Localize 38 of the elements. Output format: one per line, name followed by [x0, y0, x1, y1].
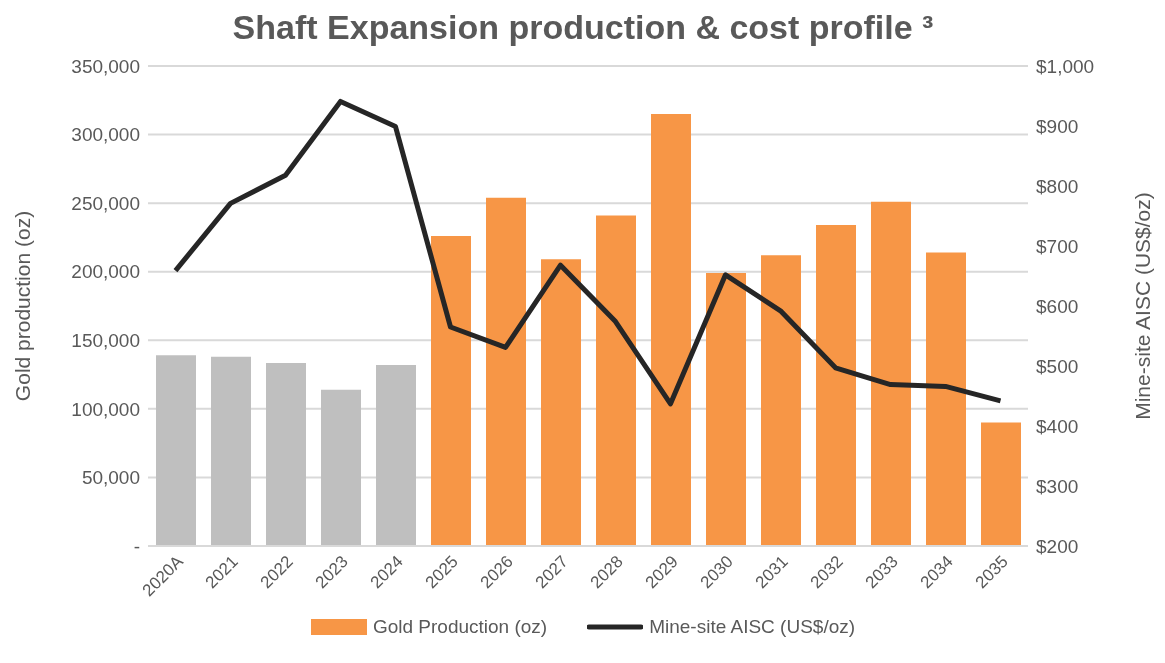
bar: [156, 355, 196, 546]
y2-tick-label: $300: [1036, 475, 1079, 497]
y2-tick-label: $500: [1036, 355, 1079, 377]
y-tick-label: 350,000: [71, 55, 140, 77]
y-tick-label: 250,000: [71, 192, 140, 214]
chart-title: Shaft Expansion production & cost profile ³: [231, 8, 935, 48]
bar: [761, 255, 801, 546]
legend-label: Mine-site AISC (US$/oz): [649, 616, 856, 638]
bar: [376, 364, 416, 546]
bar: [321, 389, 361, 546]
bar: [486, 197, 526, 546]
y2-tick-label: $400: [1036, 415, 1079, 437]
y-tick-label: -: [133, 535, 140, 557]
y2-tick-label: $900: [1036, 115, 1079, 137]
bar: [596, 215, 636, 546]
bar: [211, 356, 251, 546]
legend-label: Gold Production (oz): [372, 616, 548, 638]
bar: [431, 236, 471, 546]
y-tick-label: 200,000: [71, 261, 140, 283]
y2-tick-label: $800: [1036, 175, 1079, 197]
bar: [871, 201, 911, 546]
y-tick-label: 50,000: [81, 467, 140, 489]
bar: [926, 252, 966, 546]
bar: [541, 259, 581, 546]
y2-tick-label: $1,000: [1036, 55, 1095, 77]
y2-axis-title: Mine-site AISC (US$/oz): [1131, 192, 1155, 420]
y-tick-label: 100,000: [71, 398, 140, 420]
bar: [981, 422, 1021, 546]
bar: [816, 225, 856, 546]
y2-tick-label: $600: [1036, 295, 1079, 317]
y2-tick-label: $200: [1036, 535, 1079, 557]
y-tick-label: 300,000: [71, 124, 140, 146]
bar: [266, 362, 306, 546]
bar: [651, 114, 691, 546]
bar: [706, 273, 746, 546]
y-axis-title: Gold production (oz): [11, 210, 35, 402]
y-tick-label: 150,000: [71, 330, 140, 352]
y2-tick-label: $700: [1036, 235, 1079, 257]
